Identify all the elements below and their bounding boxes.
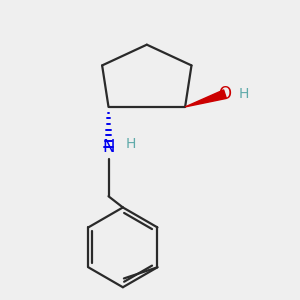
Text: H: H	[126, 137, 136, 151]
Polygon shape	[185, 90, 226, 107]
Text: O: O	[218, 85, 232, 103]
Text: H: H	[238, 87, 249, 101]
Text: N: N	[102, 138, 115, 156]
